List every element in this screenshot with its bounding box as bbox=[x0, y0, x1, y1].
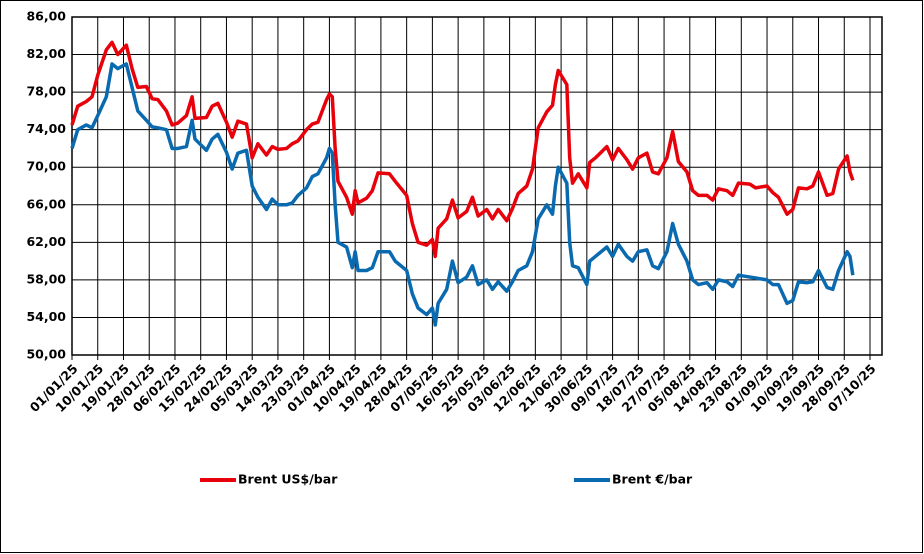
data-line bbox=[70, 40, 855, 259]
y-tick-label: 82,00 bbox=[26, 46, 66, 61]
y-tick-label: 86,00 bbox=[26, 9, 66, 24]
y-tick-label: 54,00 bbox=[26, 309, 66, 324]
y-tick-label: 58,00 bbox=[26, 271, 66, 286]
y-tick-label: 78,00 bbox=[26, 84, 66, 99]
y-tick-label: 70,00 bbox=[26, 159, 66, 174]
legend-label: Brent €/bar bbox=[612, 472, 693, 487]
y-tick-label: 74,00 bbox=[26, 121, 66, 136]
plot-frame bbox=[71, 16, 883, 356]
legend-label: Brent US$/bar bbox=[238, 472, 338, 487]
y-tick-label: 50,00 bbox=[26, 347, 66, 362]
data-line bbox=[70, 62, 855, 327]
y-tick-label: 66,00 bbox=[26, 196, 66, 211]
y-tick-label: 62,00 bbox=[26, 234, 66, 249]
